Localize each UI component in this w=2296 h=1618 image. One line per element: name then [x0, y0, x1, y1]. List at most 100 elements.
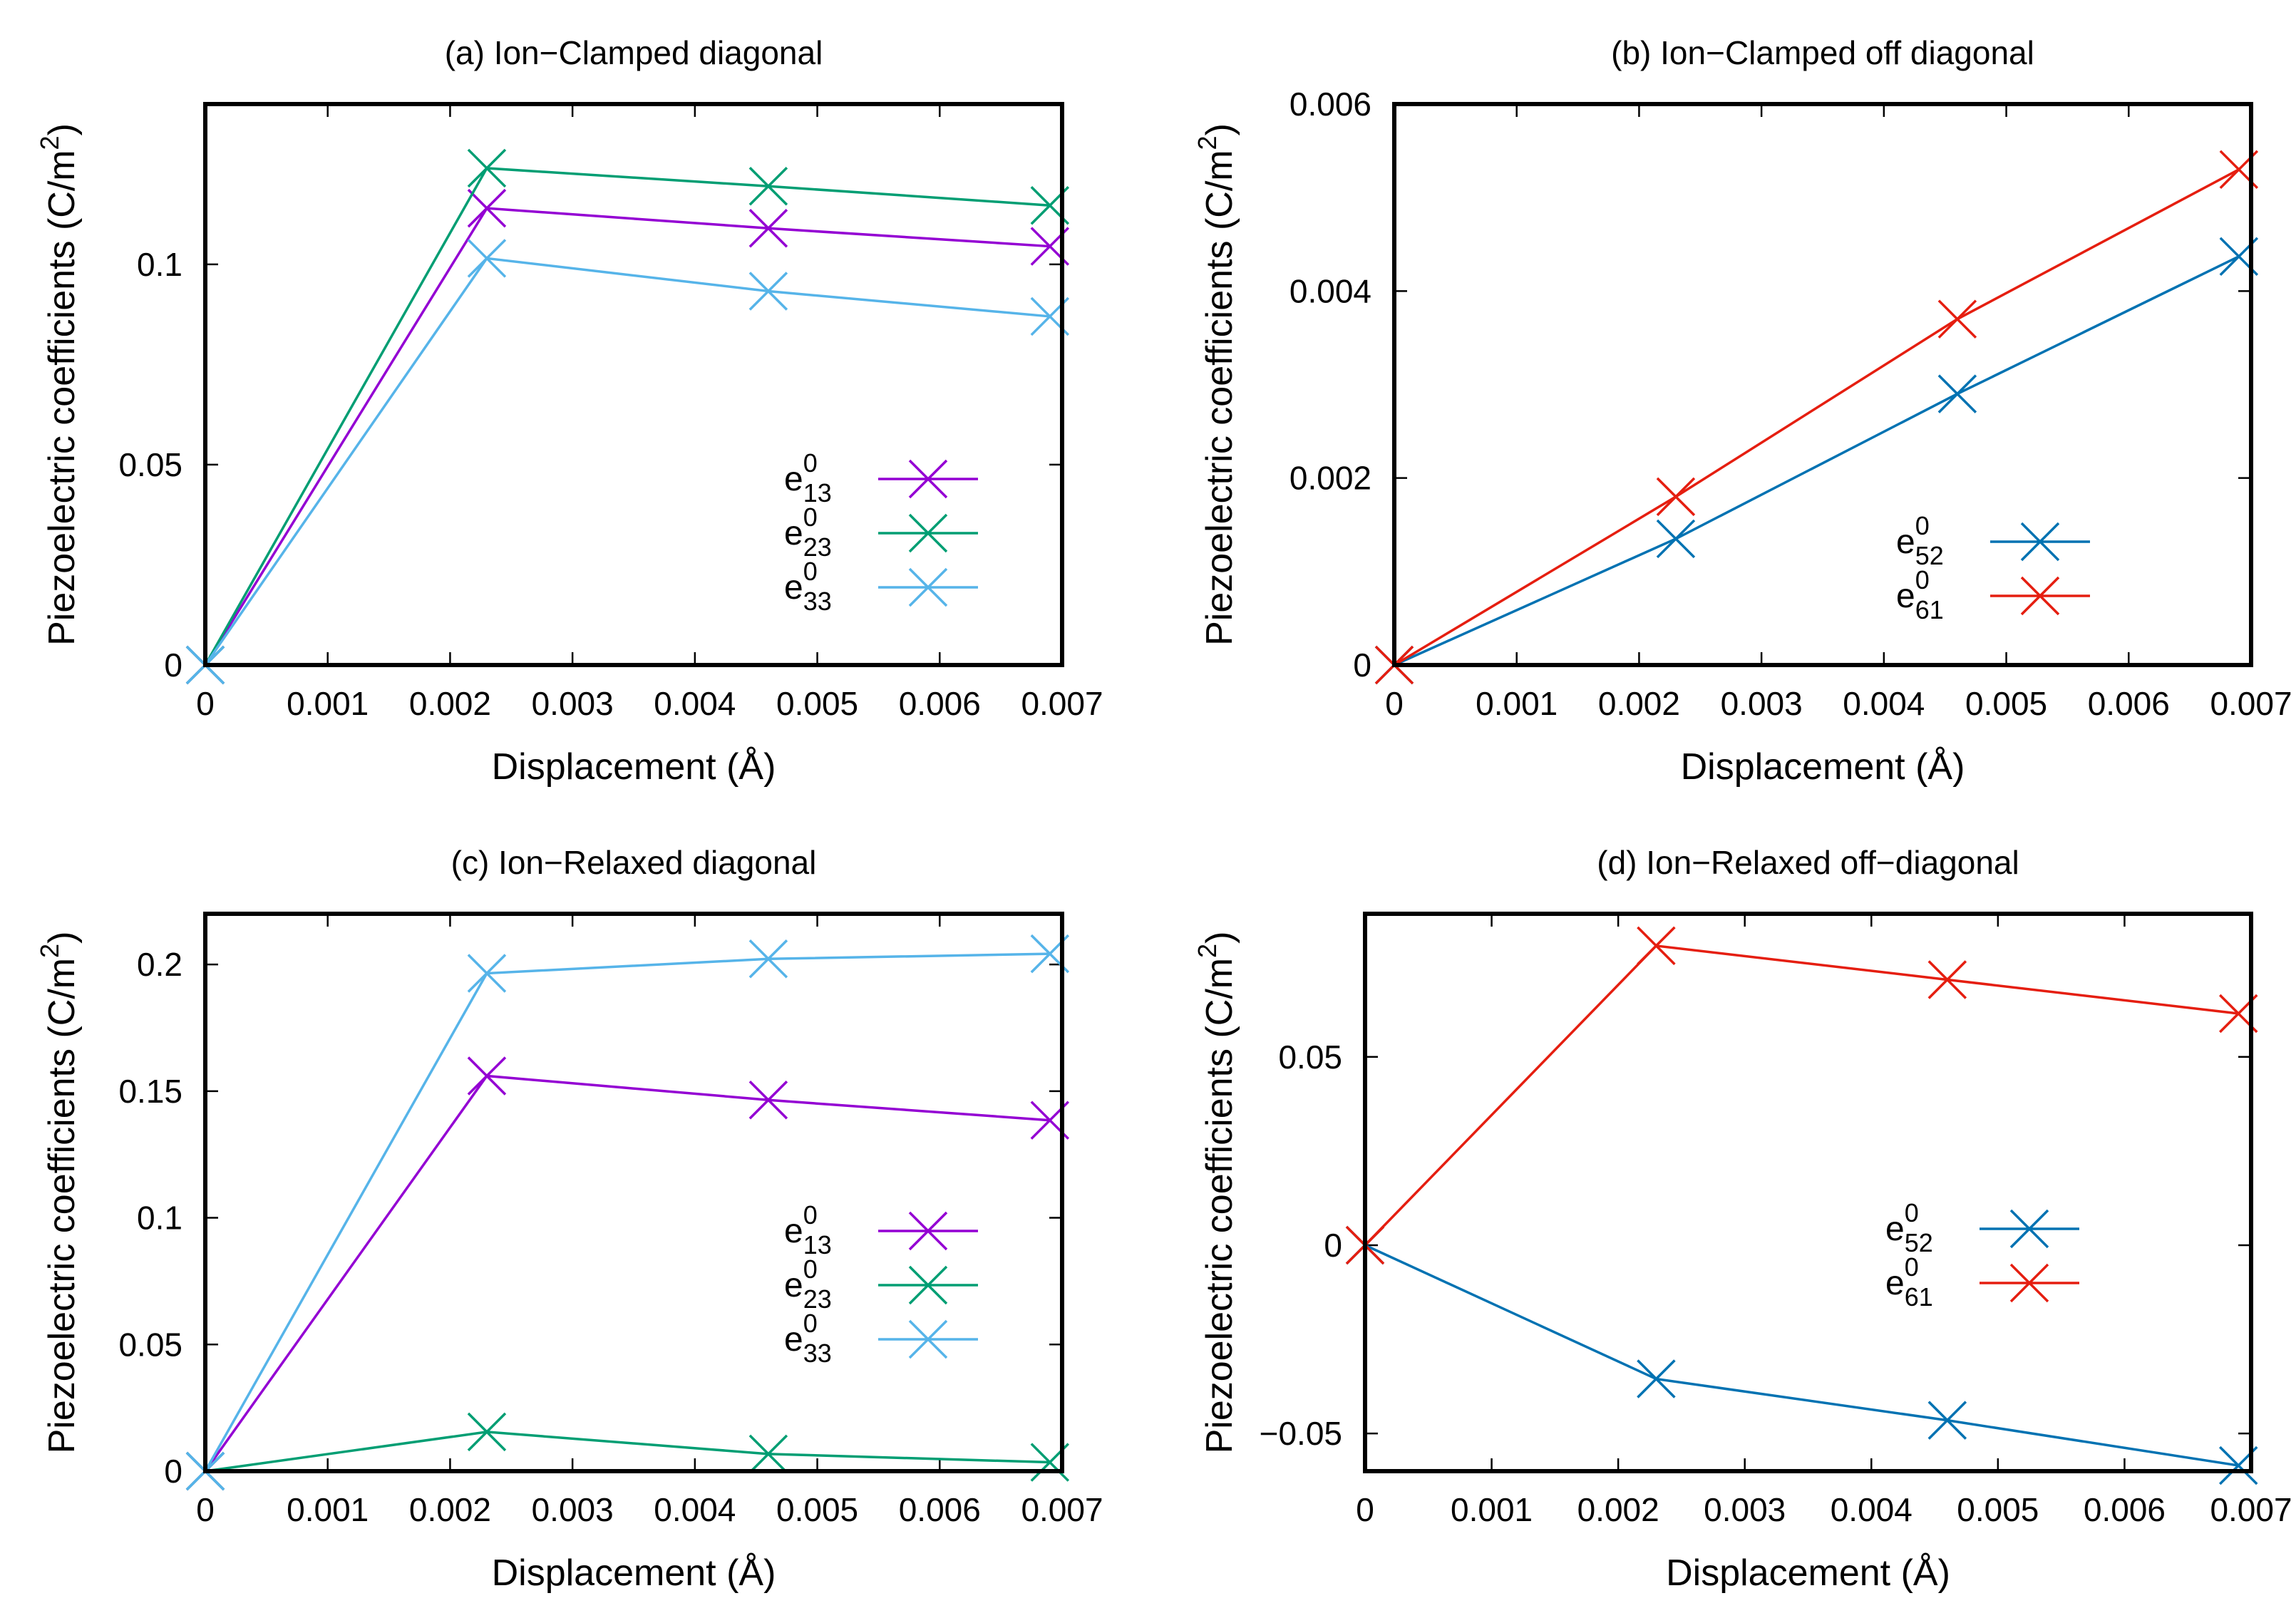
y-tick-label: 0.05 — [1278, 1039, 1342, 1076]
legend-label: e0 52 — [1885, 1198, 1933, 1257]
series-line-13 — [204, 207, 1050, 666]
x-tick-label: 0.001 — [1476, 685, 1558, 722]
legend-label: e0 61 — [1885, 1252, 1933, 1312]
x-tick-label: 0.004 — [654, 685, 736, 722]
legend-swatch-marker — [2020, 576, 2060, 616]
y-axis-label-text: Piezoelectric coefficients (C/m — [1199, 150, 1240, 646]
data-point-61 — [1637, 926, 1676, 966]
legend-swatch-marker — [908, 1211, 948, 1251]
data-point-61 — [1656, 477, 1696, 517]
x-tick-label: 0.005 — [1957, 1491, 2039, 1528]
series-line-61 — [1394, 168, 2240, 666]
data-point-13 — [467, 188, 507, 228]
legend-label-sup: 0 — [1905, 1198, 1919, 1227]
legend-label-sup: 0 — [803, 1200, 818, 1230]
data-point-23 — [748, 167, 788, 206]
x-tick-label: 0.006 — [899, 685, 981, 722]
legend-label-base: e — [784, 1321, 803, 1359]
legend-swatch-marker — [2009, 1209, 2049, 1249]
legend-label: e0 13 — [784, 1200, 832, 1259]
legend-label: e0 33 — [784, 557, 832, 616]
legend-label: e0 52 — [1896, 511, 1944, 570]
legend-swatch-marker — [908, 459, 948, 499]
y-axis-label-superscript: 2 — [35, 135, 64, 150]
x-tick-label: 0.007 — [1021, 685, 1103, 722]
x-axis-label: Displacement (Å) — [492, 746, 776, 788]
chart-title: (d) Ion−Relaxed off−diagonal — [1597, 844, 2019, 881]
x-tick-label: 0.006 — [2084, 1491, 2166, 1528]
x-tick-label: 0 — [1385, 685, 1404, 722]
data-point-13 — [748, 209, 788, 248]
panel-d: (d) Ion−Relaxed off−diagonal 0 0.001 0.002 0… — [1193, 844, 2292, 1594]
y-axis-label: Piezoelectric coefficients (C/m2) — [35, 932, 83, 1454]
chart-title: (b) Ion−Clamped off diagonal — [1611, 34, 2034, 71]
x-axis-label: Displacement (Å) — [1681, 746, 1965, 788]
y-axis-label-superscript: 2 — [1193, 944, 1222, 958]
y-tick-label: 0.05 — [118, 446, 182, 483]
x-tick-label: 0.002 — [409, 685, 491, 722]
legend-label-sub: 23 — [803, 1284, 832, 1314]
x-tick-label: 0.004 — [1831, 1491, 1913, 1528]
y-axis-label: Piezoelectric coefficients (C/m2) — [1193, 932, 1240, 1454]
legend-label-base: e — [784, 460, 803, 498]
data-point-52 — [1927, 1401, 1967, 1440]
series-line-23 — [205, 1431, 1050, 1473]
x-tick-label: 0 — [196, 1491, 215, 1528]
legend-label-sup: 0 — [803, 448, 818, 478]
y-tick-label: 0 — [164, 646, 182, 684]
legend-label-base: e — [784, 515, 803, 552]
data-point-33 — [748, 939, 788, 979]
y-tick-label: 0.006 — [1289, 86, 1371, 123]
legend-label-base: e — [1896, 523, 1915, 561]
legend-label-sub: 61 — [1905, 1282, 1933, 1312]
y-tick-label: 0.2 — [137, 946, 182, 983]
x-tick-label: 0.004 — [1843, 685, 1925, 722]
x-tick-label: 0.004 — [654, 1491, 736, 1528]
y-axis-label: Piezoelectric coefficients (C/m2) — [1193, 123, 1240, 646]
x-tick-label: 0.001 — [1451, 1491, 1533, 1528]
legend-label-sub: 13 — [803, 1230, 832, 1259]
x-axis-label: Displacement (Å) — [1666, 1552, 1950, 1594]
x-tick-label: 0.002 — [1577, 1491, 1659, 1528]
y-tick-label: 0.1 — [137, 246, 182, 283]
legend-label-sup: 0 — [803, 1254, 818, 1284]
x-tick-label: 0.003 — [1721, 685, 1803, 722]
legend-label: e0 33 — [784, 1309, 832, 1368]
legend-swatch-marker — [2009, 1263, 2049, 1303]
series-line-33 — [204, 257, 1050, 666]
data-point-52 — [1656, 519, 1696, 559]
legend-label-sub: 52 — [1915, 541, 1944, 570]
data-point-33 — [467, 239, 507, 278]
data-point-23 — [748, 1434, 788, 1474]
y-axis-label-close: ) — [41, 932, 83, 944]
y-axis-label-text: Piezoelectric coefficients (C/m — [41, 958, 83, 1454]
x-tick-label: 0.007 — [2210, 1491, 2292, 1528]
y-tick-label: 0.002 — [1289, 460, 1371, 497]
y-axis-label: Piezoelectric coefficients (C/m2) — [35, 123, 83, 646]
plot-frame — [1363, 912, 2253, 1473]
x-tick-label: 0.005 — [1965, 685, 2047, 722]
data-point-61 — [1927, 960, 1967, 999]
series-line-13 — [204, 1074, 1050, 1473]
y-tick-label: 0.15 — [118, 1073, 182, 1110]
legend-label-sup: 0 — [803, 1309, 818, 1338]
data-point-23 — [467, 1412, 507, 1452]
x-tick-label: 0.002 — [409, 1491, 491, 1528]
x-tick-label: 0.003 — [532, 1491, 614, 1528]
series-line-52 — [1394, 255, 2240, 666]
series-line-33 — [204, 952, 1050, 1472]
legend-swatch-marker — [908, 567, 948, 607]
x-tick-label: 0.001 — [287, 1491, 369, 1528]
panel-a: (a) Ion−Clamped diagonal 0 0.001 0.002 0.003… — [35, 34, 1103, 788]
y-axis-label-superscript: 2 — [1193, 135, 1222, 150]
y-tick-label: 0.05 — [118, 1326, 182, 1363]
plot-frame — [203, 102, 1064, 667]
legend-label-sub: 23 — [803, 532, 832, 562]
legend-label-sub: 61 — [1915, 595, 1944, 624]
y-axis-label-text: Piezoelectric coefficients (C/m — [41, 150, 83, 646]
legend-label-base: e — [1885, 1210, 1905, 1248]
y-tick-label: −0.05 — [1260, 1415, 1342, 1452]
data-point-23 — [467, 148, 507, 188]
data-point-13 — [467, 1056, 507, 1096]
